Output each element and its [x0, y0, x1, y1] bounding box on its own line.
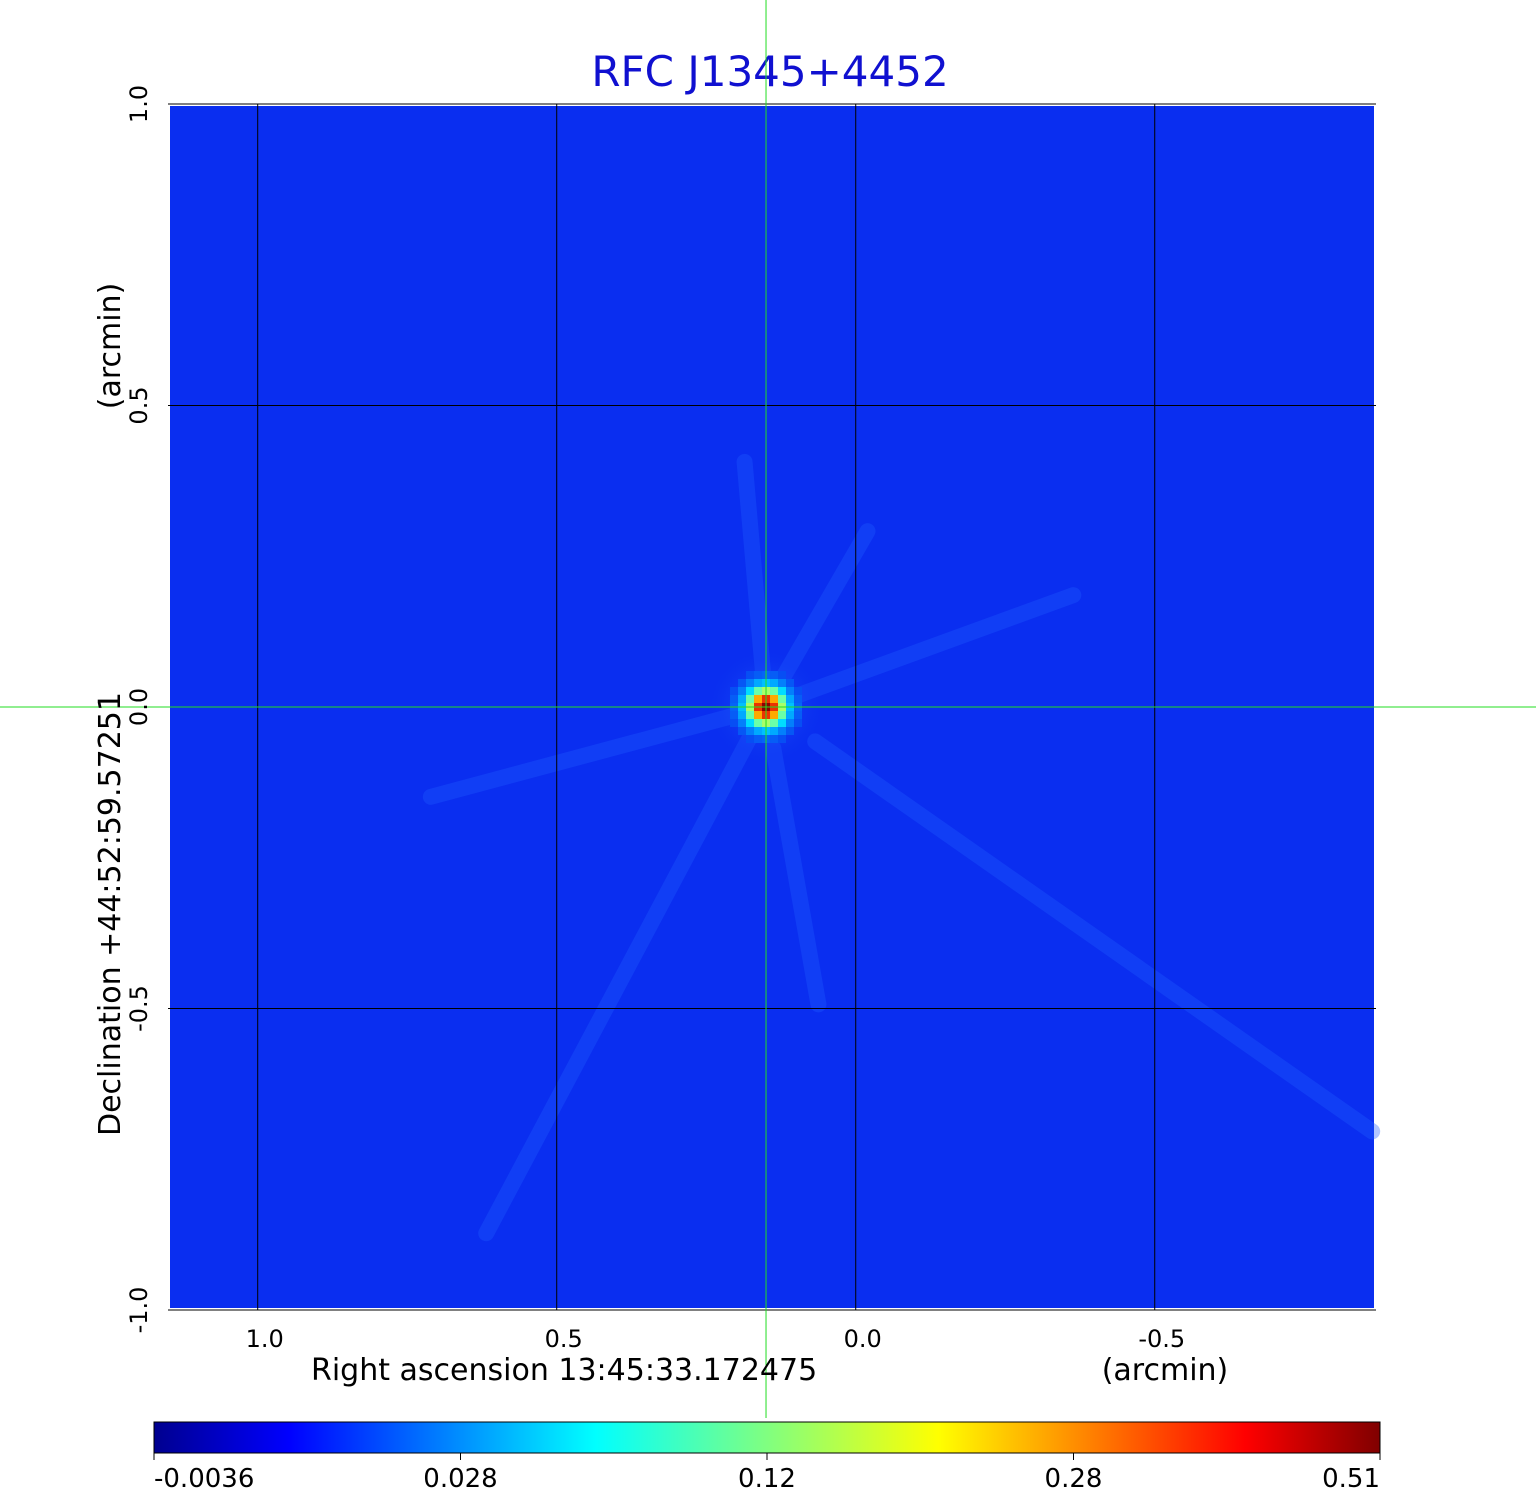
source-pixel: [746, 735, 755, 743]
y-axis-unit: (arcmin): [93, 283, 128, 410]
source-pixel: [794, 711, 803, 719]
sidelobe-streak: [422, 705, 748, 805]
colorbar-tick-label: 0.028: [423, 1464, 497, 1494]
source-pixel: [778, 687, 787, 695]
source-pixel: [794, 719, 803, 727]
source-pixel: [730, 687, 739, 695]
source-pixel: [778, 711, 787, 719]
source-pixel: [778, 735, 787, 743]
x-tick-label: 0.5: [545, 1325, 583, 1353]
colorbar: -0.0036 0.028 0.12 0.28 0.51: [153, 1421, 1381, 1494]
source-pixel: [778, 719, 787, 727]
source-pixel: [786, 687, 795, 695]
y-tick-label: 0.5: [125, 386, 153, 424]
sidelobe-streak: [774, 523, 876, 687]
sidelobe-streak: [736, 453, 771, 680]
crosshair: [0, 0, 1536, 1418]
source-pixel: [754, 687, 763, 695]
source-pixel: [754, 711, 763, 719]
source-pixel: [738, 711, 747, 719]
source-pixel: [770, 671, 779, 679]
source-pixel: [770, 679, 779, 687]
source-pixel: [754, 727, 763, 735]
source-pixel: [730, 711, 739, 719]
x-ticks: 1.0 0.5 0.0 -0.5: [246, 1325, 1186, 1353]
source-pixel: [738, 719, 747, 727]
x-tick-label: 0.0: [844, 1325, 882, 1353]
source-pixel: [754, 671, 763, 679]
x-tick-label: -0.5: [1138, 1325, 1185, 1353]
source-pixel: [754, 695, 763, 703]
source-pixel: [746, 679, 755, 687]
y-tick-label: 0.0: [125, 688, 153, 726]
colorbar-ticks: -0.0036 0.028 0.12 0.28 0.51: [153, 1453, 1381, 1494]
y-axis-label: Declination +44:52:59.57251: [93, 692, 128, 1136]
source-pixel: [746, 719, 755, 727]
source-pixel: [786, 711, 795, 719]
source-pixel: [786, 679, 795, 687]
source-pixel: [794, 695, 803, 703]
source-pixel: [770, 719, 779, 727]
x-axis-label: Right ascension 13:45:33.172475: [311, 1353, 817, 1388]
source-pixel: [778, 679, 787, 687]
y-tick-label: -1.0: [125, 1287, 153, 1334]
source-pixel: [778, 727, 787, 735]
sidelobe-streak: [478, 730, 758, 1242]
y-ticks: 1.0 0.5 0.0 -0.5 -1.0: [125, 85, 153, 1334]
x-tick-label: 1.0: [246, 1325, 284, 1353]
source-pixel: [778, 671, 787, 679]
sidelobe-streak: [765, 740, 827, 1013]
source-pixel: [746, 695, 755, 703]
colorbar-tick-label: 0.12: [738, 1464, 796, 1494]
source-pixel: [730, 719, 739, 727]
colorbar-tick-label: 0.51: [1322, 1464, 1380, 1494]
source-pixel: [738, 727, 747, 735]
x-axis-unit: (arcmin): [1102, 1353, 1229, 1388]
chart-title: RFC J1345+4452: [591, 47, 948, 96]
source-pixel: [754, 735, 763, 743]
source-pixel: [794, 687, 803, 695]
source-pixel: [746, 727, 755, 735]
source-pixel: [770, 735, 779, 743]
source-pixel: [770, 727, 779, 735]
sidelobe-streak: [783, 587, 1082, 706]
source-pixel: [778, 695, 787, 703]
colorbar-tick-label: 0.28: [1045, 1464, 1103, 1494]
source-pixel: [770, 687, 779, 695]
source-pixel: [730, 695, 739, 703]
source-pixel: [770, 695, 779, 703]
sidelobe-streaks: [422, 453, 1381, 1242]
source-pixel: [786, 719, 795, 727]
source-pixel: [786, 727, 795, 735]
source-pixel: [754, 679, 763, 687]
source-pixel: [754, 719, 763, 727]
source-pixel: [786, 695, 795, 703]
source-pixel: [746, 687, 755, 695]
source-pixel: [738, 695, 747, 703]
source-pixel: [738, 679, 747, 687]
source-pixel: [770, 711, 779, 719]
y-tick-label: 1.0: [125, 85, 153, 123]
source-pixel: [746, 671, 755, 679]
colorbar-gradient: [153, 1421, 1381, 1454]
y-tick-label: -0.5: [125, 985, 153, 1032]
sidelobe-streak: [807, 733, 1381, 1140]
source-pixel: [746, 711, 755, 719]
source-pixel: [738, 687, 747, 695]
colorbar-tick-label: -0.0036: [154, 1464, 254, 1494]
